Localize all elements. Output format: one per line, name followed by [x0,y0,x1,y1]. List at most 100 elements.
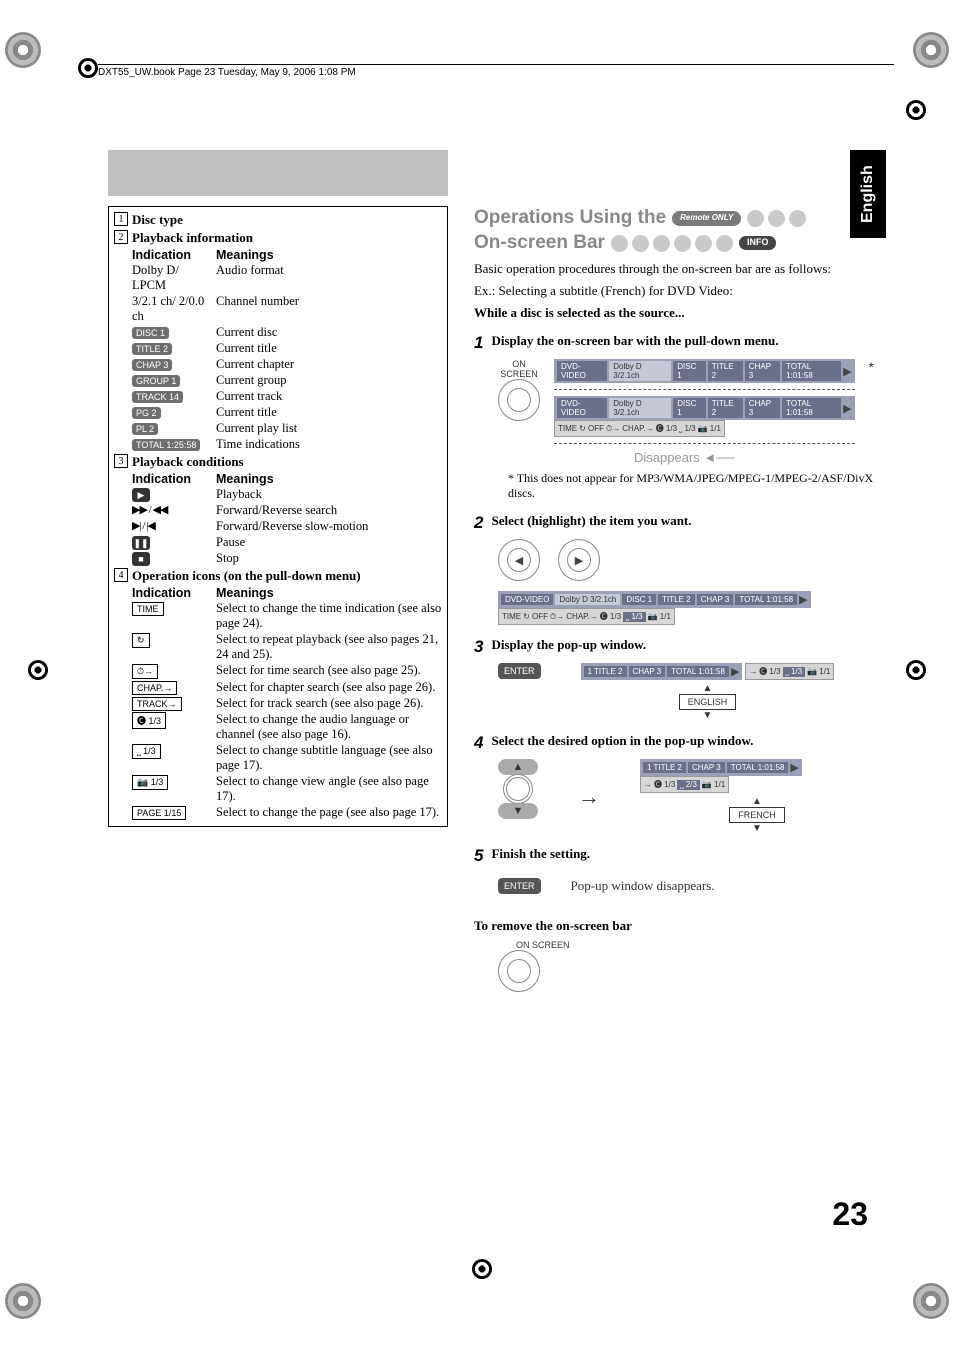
heading-line2: On-screen Bar [474,231,605,256]
operations-heading: Operations Using the Remote ONLY [474,206,874,231]
heading-line1: Operations Using the [474,206,666,231]
decor-dot-icon [747,210,764,227]
meaning-cell: Channel number [216,294,442,324]
decor-dot-icon [674,235,691,252]
step-text: Display the pop-up window. [491,637,874,653]
indication-box: 📷 1/3 [132,775,168,790]
remote-left-button-icon: ◀ [498,539,540,581]
step-3-diagram: ENTER 1 TITLE 2 CHAP 3 TOTAL 1:01:58 ▶ →… [498,663,874,721]
page-number: 23 [832,1196,868,1233]
indication-pill: PL 2 [132,423,158,435]
remote-center-icon [503,774,533,804]
osd-cell: TOTAL 1:01:58 [727,762,789,773]
osd-cell: ↻ OFF [579,424,604,433]
osd-cell: Dolby D 3/2.1ch [609,398,671,418]
left-column: 1 Disc type 2 Playback information Indic… [108,206,448,1001]
remote-down-button-icon: ▼ [498,803,538,819]
step-1: 1 Display the on-screen bar with the pul… [474,333,874,353]
osd-cell: CHAP.→ [566,612,597,621]
remove-heading: To remove the on-screen bar [474,918,874,934]
registration-mark-small [906,100,926,120]
osd-cell: ⏱→ [606,424,620,434]
step-number: 5 [474,846,483,866]
meaning-cell: Select for track search (see also page 2… [216,696,442,711]
osd-cell: DISC 1 [673,361,706,381]
osd-cell: DVD-VIDEO [557,398,607,418]
indication-box: TRACK→ [132,697,182,711]
registration-mark [5,32,41,68]
step-1-note: * This does not appear for MP3/WMA/JPEG/… [508,471,874,501]
step-number: 3 [474,637,483,657]
meaning-cell: Pause [216,535,442,550]
osd-cell: 📷 1/1 [698,424,721,433]
remote-button-icon [498,950,540,992]
osd-cell: 🅒 1/3 [654,779,675,790]
step-number: 4 [474,733,483,753]
osd-bar-step2-bottom: TIME ↻ OFF ⏱→ CHAP.→ 🅒 1/3 ⎵ 1/3 📷 1/1 [498,608,675,625]
decor-dot-icon [768,210,785,227]
popup-language: FRENCH [729,807,785,823]
step-text: Select the desired option in the pop-up … [491,733,874,749]
reference-table: 1 Disc type 2 Playback information Indic… [108,206,448,827]
osd-cell: TIME [502,612,521,621]
osd-bar-step3: 1 TITLE 2 CHAP 3 TOTAL 1:01:58 ▶ [581,663,743,680]
decor-dot-icon [716,235,733,252]
col-header-indication: Indication [132,472,216,486]
step-number: 2 [474,513,483,533]
osd-cell: ↻ OFF [523,612,548,621]
finish-text: Pop-up window disappears. [571,878,715,894]
meaning-cell: Current title [216,405,442,420]
indication-pill: PG 2 [132,407,161,419]
step-5-diagram: ENTER Pop-up window disappears. [498,872,874,900]
remote-only-badge: Remote ONLY [672,211,741,225]
osd-cell: TOTAL 1:01:58 [667,666,729,677]
osd-cell: ⏱→ [550,612,564,622]
enter-button-icon: ENTER [498,878,541,894]
pause-icon: ❚❚ [132,536,150,550]
step-2: 2 Select (highlight) the item you want. [474,513,874,533]
remote-right-button-icon: ▶ [558,539,600,581]
osd-cell: DISC 1 [622,594,656,605]
osd-cell: ⎵ 1/3 [679,424,696,434]
slowmotion-icon: ▶| / |◀ [132,519,216,534]
osd-cell: Dolby D 3/2.1ch [555,594,620,605]
runhead-text: DXT55_UW.book Page 23 Tuesday, May 9, 20… [98,67,356,78]
registration-mark-small [472,1259,492,1279]
osd-cell-highlighted: ⎵ 1/3 [783,667,806,677]
remote-up-button-icon: ▲ [498,759,538,775]
indication-box: TIME [132,602,164,616]
osd-bar-step4-bottom: → 🅒 1/3 ⎵ 2/3 📷 1/1 [640,776,729,793]
osd-cell: 🅒 1/3 [600,611,621,622]
remote-button-icon [498,379,540,421]
meaning-cell: Select to change view angle (see also pa… [216,774,442,804]
registration-mark-small [28,660,48,680]
play-indicator-icon: ▶ [843,365,851,378]
col-header-meanings: Meanings [216,248,442,262]
osd-bar-top: DVD-VIDEO Dolby D 3/2.1ch DISC 1 TITLE 2… [554,359,855,383]
meaning-cell: Time indications [216,437,442,452]
indication-pill: CHAP 3 [132,359,172,371]
meaning-cell: Select to change subtitle language (see … [216,743,442,773]
search-icon: ▶▶ / ◀◀ [132,503,216,518]
section-number: 3 [114,454,128,468]
registration-mark [5,1283,41,1319]
meaning-cell: Stop [216,551,442,566]
step-4: 4 Select the desired option in the pop-u… [474,733,874,753]
osd-bar-step3-bottom: → 🅒 1/3 ⎵ 1/3 📷 1/1 [745,663,834,680]
col-header-indication: Indication [132,586,216,600]
section-number: 1 [114,212,128,226]
meaning-cell: Current disc [216,325,442,340]
indication-cell: Dolby D/ LPCM [132,263,216,293]
osd-cell: TOTAL 1:01:58 [735,594,797,605]
decor-dot-icon [653,235,670,252]
step-5: 5 Finish the setting. [474,846,874,866]
osd-cell: TITLE 2 [658,594,694,605]
step-text: Finish the setting. [491,846,874,862]
indication-cell: 3/2.1 ch/ 2/0.0 ch [132,294,216,324]
registration-mark [913,32,949,68]
decor-dot-icon [695,235,712,252]
osd-cell-highlighted: ⎵ 1/3 [623,612,646,622]
registration-mark-small [906,660,926,680]
osd-cell: 1 TITLE 2 [643,762,686,773]
meaning-cell: Current play list [216,421,442,436]
